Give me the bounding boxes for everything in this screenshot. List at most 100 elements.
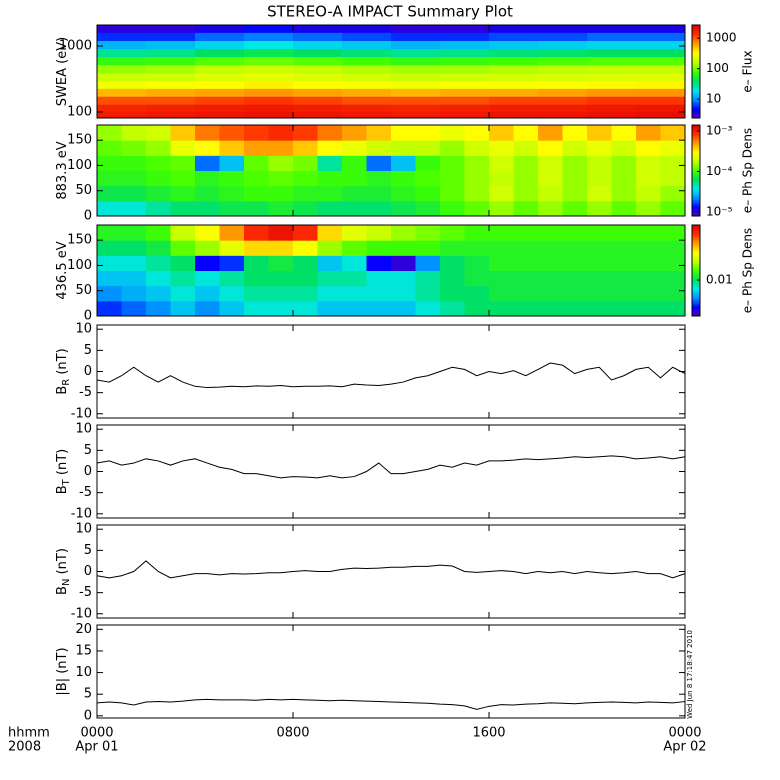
spectrogram-cell: [244, 155, 269, 171]
spectrogram-cell: [562, 225, 588, 241]
colorbar-step: [692, 143, 700, 146]
colorbar-step: [692, 238, 700, 241]
spectrogram-cell: [391, 96, 441, 105]
colorbar-step: [692, 225, 700, 228]
spectrogram-cell: [293, 48, 343, 58]
spectrogram-cell: [440, 104, 490, 112]
spectrogram-cell: [611, 140, 637, 156]
colorbar-step: [692, 131, 700, 134]
spectrogram-cell: [513, 300, 539, 317]
spectrogram-cell: [97, 240, 122, 256]
spectrogram-cell: [146, 111, 196, 119]
spectrogram-cell: [440, 185, 465, 202]
colorbar-step: [692, 311, 700, 314]
spectrogram-cell: [538, 80, 588, 89]
colorbar-step: [692, 306, 700, 309]
colorbar-tick-label: 100: [706, 61, 729, 75]
spectrogram-cell: [342, 88, 392, 97]
colorbar-step: [692, 144, 700, 147]
spectrogram-cell: [146, 270, 171, 287]
spectrogram-cell: [244, 32, 294, 41]
spectrogram-cell: [538, 185, 563, 202]
spectrogram-cell: [440, 48, 490, 58]
spectrogram-cell: [195, 32, 245, 41]
spectrogram-cell: [489, 104, 539, 112]
colorbar-step: [692, 199, 700, 202]
spectrogram-cell: [268, 255, 294, 271]
spectrogram-cell: [636, 140, 661, 156]
spectrogram-cell: [391, 140, 416, 156]
spectrogram-cell: [293, 40, 343, 49]
spectrogram-cell: [611, 300, 637, 317]
spectrogram-cell: [342, 72, 392, 82]
colorbar-step: [692, 126, 700, 129]
x-tick-label: 0000: [668, 726, 701, 741]
spectrogram-cell: [415, 225, 441, 241]
spectrogram-cell: [391, 125, 416, 141]
spectrogram-cell: [391, 285, 416, 302]
colorbar-step: [692, 90, 700, 93]
spectrogram-cell: [244, 56, 294, 66]
spectrogram-cell: [587, 300, 612, 317]
colorbar-step: [692, 42, 700, 45]
colorbar-step: [692, 203, 700, 206]
spectrogram-cell: [538, 200, 563, 217]
spectrogram-cell: [636, 300, 661, 317]
colorbar-step: [692, 52, 700, 55]
colorbar-step: [692, 297, 700, 300]
spectrogram-cell: [538, 56, 588, 66]
colorbar-step: [692, 152, 700, 155]
spectrogram-cell: [636, 56, 686, 66]
spectrogram-cell: [170, 270, 196, 287]
spectrogram-cell: [342, 111, 392, 119]
colorbar-step: [692, 291, 700, 294]
spectrogram-cell: [146, 72, 196, 82]
colorbar-step: [692, 114, 700, 117]
spectrogram-cell: [293, 32, 343, 41]
colorbar-step: [692, 31, 700, 34]
colorbar-step: [692, 240, 700, 243]
y-tick-label: 100: [67, 258, 92, 273]
spectrogram-cell: [587, 140, 612, 156]
spectrogram-cell: [244, 170, 269, 187]
panel-frame: [96, 24, 686, 119]
colorbar-step: [692, 206, 700, 209]
colorbar-step: [692, 94, 700, 97]
spectrogram-cell: [97, 64, 147, 74]
spectrogram-cell: [317, 285, 343, 302]
colorbar-step: [692, 293, 700, 296]
spectrogram-cell: [464, 155, 490, 171]
colorbar-step: [692, 211, 700, 214]
spectrogram-cell: [244, 225, 269, 241]
spectrogram-cell: [121, 240, 147, 256]
colorbar-step: [692, 132, 700, 135]
spectrogram-cell: [293, 300, 318, 317]
colorbar-step: [692, 158, 700, 161]
panel-frame: [96, 624, 686, 719]
colorbar-tick-label: 10: [706, 92, 721, 106]
y-tick-label: 10: [75, 665, 92, 680]
colorbar-step: [692, 187, 700, 190]
spectrogram-cell: [391, 240, 416, 256]
colorbar-step: [692, 268, 700, 271]
spectrogram-cell: [636, 155, 661, 171]
y-axis-label-text: SWEA (eV): [55, 37, 70, 106]
spectrogram-cell: [440, 80, 490, 89]
y-axis-label-unit: (nT): [55, 548, 70, 578]
spectrogram-cell: [97, 72, 147, 82]
spectrogram-cell: [391, 300, 416, 317]
y-tick-label: -5: [79, 485, 92, 500]
spectrogram-cell: [464, 300, 490, 317]
colorbar-step: [692, 138, 700, 141]
colorbar-step: [692, 74, 700, 77]
spectrogram-cell: [146, 185, 171, 202]
spectrogram-cell: [97, 185, 122, 202]
colorbar-step: [692, 185, 700, 188]
spectrogram-cell: [611, 255, 637, 271]
colorbar-step: [692, 161, 700, 164]
colorbar-step: [692, 63, 700, 66]
colorbar-step: [692, 243, 700, 246]
colorbar-step: [692, 296, 700, 299]
spectrogram-cell: [195, 300, 220, 317]
spectrogram-cell: [513, 140, 539, 156]
